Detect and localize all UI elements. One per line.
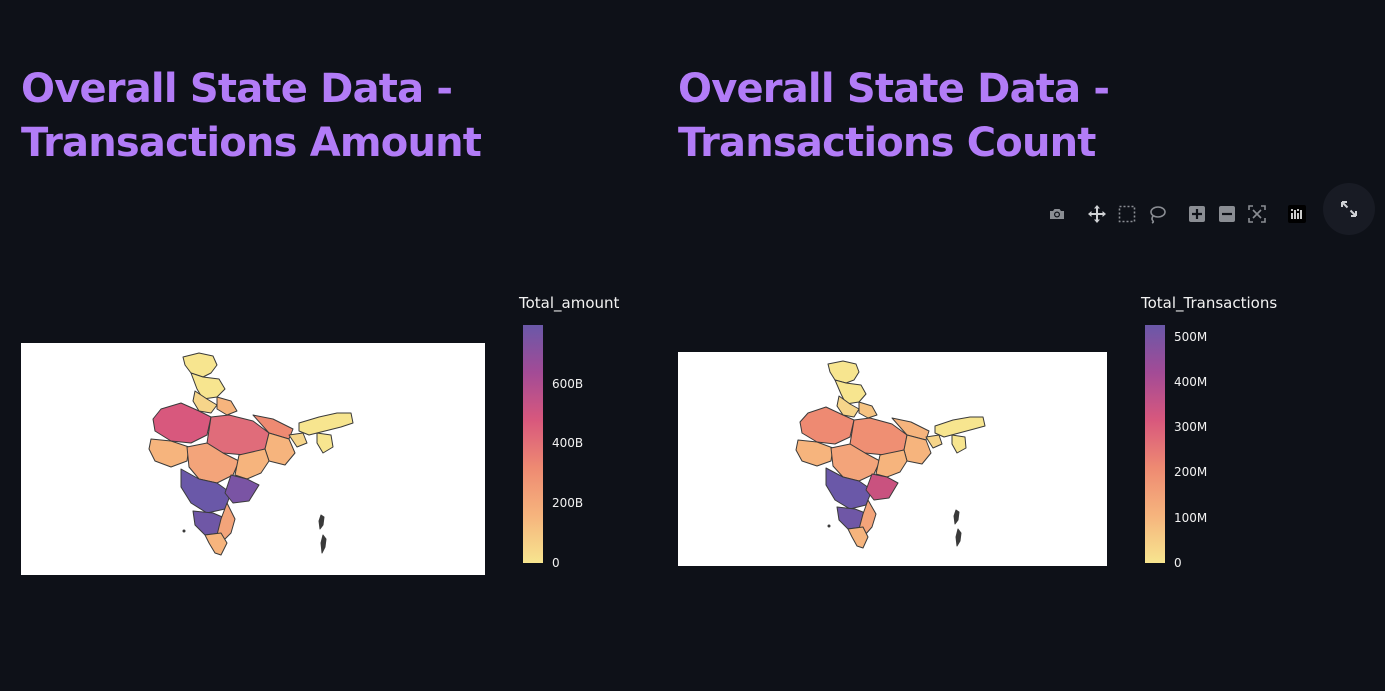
india-map-amount xyxy=(148,352,354,556)
colorbar-tick: 100M xyxy=(1174,511,1208,525)
colorbar-tick: 0 xyxy=(552,556,560,570)
region-northeast-2 xyxy=(951,434,967,454)
colorbar-transactions xyxy=(1145,325,1165,563)
region-north-3 xyxy=(836,395,860,418)
region-northeast-2 xyxy=(316,432,334,454)
region-north-2 xyxy=(834,379,867,405)
zoom-out-icon[interactable] xyxy=(1214,200,1240,228)
island-dot-3 xyxy=(827,524,831,528)
colorbar-amount xyxy=(523,325,543,563)
lasso-icon[interactable] xyxy=(1144,200,1170,228)
colorbar-title-amount: Total_amount xyxy=(519,294,620,312)
region-north-4 xyxy=(858,401,878,419)
region-east-3 xyxy=(875,449,908,478)
camera-icon[interactable] xyxy=(1044,200,1070,228)
colorbar-tick: 200B xyxy=(552,496,584,510)
colorbar-tick: 500M xyxy=(1174,330,1208,344)
colorbar-tick: 400B xyxy=(552,436,584,450)
colorbar-title-transactions: Total_Transactions xyxy=(1141,294,1278,312)
region-north-1 xyxy=(827,360,860,384)
island-dots-1 xyxy=(953,509,960,525)
region-north-2 xyxy=(190,372,226,400)
region-north-4 xyxy=(216,396,238,416)
map-transactions-amount[interactable] xyxy=(21,343,485,575)
region-northeast-1 xyxy=(298,412,354,436)
region-northeast-1 xyxy=(934,416,986,438)
pan-icon[interactable] xyxy=(1084,200,1110,228)
region-south-3 xyxy=(847,526,869,549)
region-northeast-3 xyxy=(925,434,943,449)
region-east-1 xyxy=(252,414,294,440)
region-west-2 xyxy=(148,438,190,468)
colorbar-tick: 300M xyxy=(1174,420,1208,434)
colorbar-tick: 200M xyxy=(1174,465,1208,479)
autoscale-icon[interactable] xyxy=(1244,200,1270,228)
india-map-count xyxy=(795,360,986,549)
region-east-1 xyxy=(891,417,930,441)
region-west-1 xyxy=(799,406,855,445)
region-northeast-3 xyxy=(288,432,308,448)
colorbar-tick: 400M xyxy=(1174,375,1208,389)
fullscreen-button[interactable] xyxy=(1323,183,1375,235)
region-south-east xyxy=(865,473,899,501)
colorbar-tick: 0 xyxy=(1174,556,1182,570)
region-north-1 xyxy=(182,352,218,378)
island-dots-2 xyxy=(955,528,962,547)
map-transactions-count[interactable] xyxy=(678,352,1107,566)
region-south-east xyxy=(224,474,260,504)
region-east-3 xyxy=(234,448,270,480)
island-dots-2 xyxy=(320,534,327,554)
plotly-logo-icon[interactable] xyxy=(1284,200,1310,228)
region-north-3 xyxy=(192,390,218,414)
expand-icon xyxy=(1341,201,1357,217)
colorbar-tick: 600B xyxy=(552,377,584,391)
chart-title-transactions-count: Overall State Data - Transactions Count xyxy=(678,66,1110,166)
box-select-icon[interactable] xyxy=(1114,200,1140,228)
zoom-in-icon[interactable] xyxy=(1184,200,1210,228)
chart-title-transactions-amount: Overall State Data - Transactions Amount xyxy=(21,66,482,166)
region-west-2 xyxy=(795,439,834,467)
region-west-1 xyxy=(152,402,212,444)
region-south-3 xyxy=(204,532,228,556)
island-dot-3 xyxy=(182,529,186,533)
island-dots-1 xyxy=(318,514,325,530)
